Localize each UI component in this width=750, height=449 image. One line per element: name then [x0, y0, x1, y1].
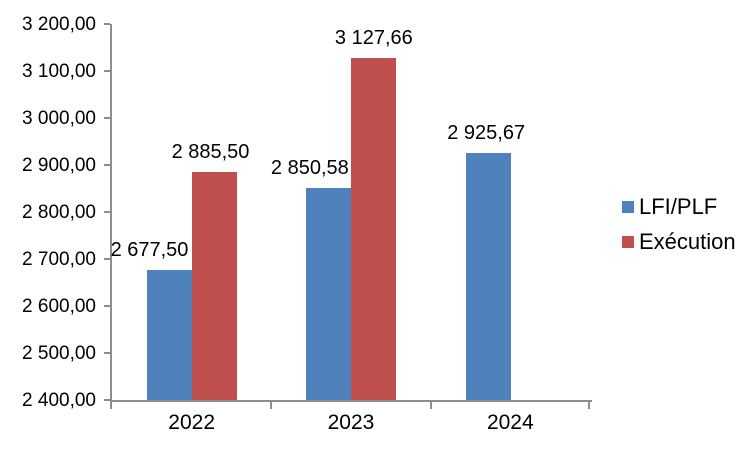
y-axis-line — [110, 24, 112, 402]
y-axis-tick-mark — [104, 211, 110, 213]
legend: LFI/PLF Exécution — [622, 196, 736, 266]
bar-2022-ex-cution — [192, 171, 237, 400]
x-axis-category-label: 2023 — [327, 411, 375, 434]
y-axis-tick-mark — [104, 70, 110, 72]
data-label-2022-ex-cution: 2 885,50 — [171, 140, 250, 163]
y-axis-tick-mark — [104, 352, 110, 354]
x-axis-tick-mark — [110, 400, 112, 409]
legend-item-lfi-plf: LFI/PLF — [622, 196, 736, 218]
y-axis-tick-mark — [104, 117, 110, 119]
y-axis-tick-label: 3 100,00 — [22, 60, 96, 82]
y-axis-tick-label: 3 200,00 — [22, 13, 96, 35]
bar-2022-lfi-plf — [147, 269, 192, 400]
x-axis-category-label: 2022 — [168, 411, 216, 434]
y-axis-tick-mark — [104, 23, 110, 25]
y-axis-tick-label: 3 000,00 — [22, 107, 96, 129]
legend-label: Exécution — [639, 229, 736, 254]
x-axis-tick-mark — [588, 400, 590, 409]
bar-2024-lfi-plf — [465, 152, 511, 400]
x-axis-category-label: 2024 — [486, 411, 534, 434]
y-axis-tick-label: 2 600,00 — [22, 295, 96, 317]
y-axis-tick-label: 2 800,00 — [22, 201, 96, 223]
y-axis-tick-mark — [104, 399, 110, 401]
x-axis-line — [110, 400, 592, 402]
y-axis-tick-mark — [104, 258, 110, 260]
x-axis-tick-mark — [270, 400, 272, 409]
x-axis-tick-mark — [430, 400, 432, 409]
bar-2023-lfi-plf — [306, 188, 352, 400]
y-axis-tick-mark — [104, 305, 110, 307]
legend-swatch-ex-cution — [622, 236, 634, 248]
y-axis-tick-mark — [104, 164, 110, 166]
y-axis-tick-label: 2 400,00 — [22, 389, 96, 411]
y-axis-tick-label: 2 500,00 — [22, 342, 96, 364]
legend-label: LFI/PLF — [639, 194, 718, 219]
legend-item-ex-cution: Exécution — [622, 231, 736, 253]
data-label-2024-lfi-plf: 2 925,67 — [447, 121, 526, 144]
data-label-2022-lfi-plf: 2 677,50 — [110, 238, 189, 261]
legend-swatch-lfi-plf — [622, 201, 634, 213]
y-axis-tick-label: 2 700,00 — [22, 248, 96, 270]
bar-2023-ex-cution — [351, 57, 397, 400]
y-axis-tick-label: 2 900,00 — [22, 154, 96, 176]
data-label-2023-lfi-plf: 2 850,58 — [270, 157, 349, 180]
data-label-2023-ex-cution: 3 127,66 — [334, 26, 413, 49]
